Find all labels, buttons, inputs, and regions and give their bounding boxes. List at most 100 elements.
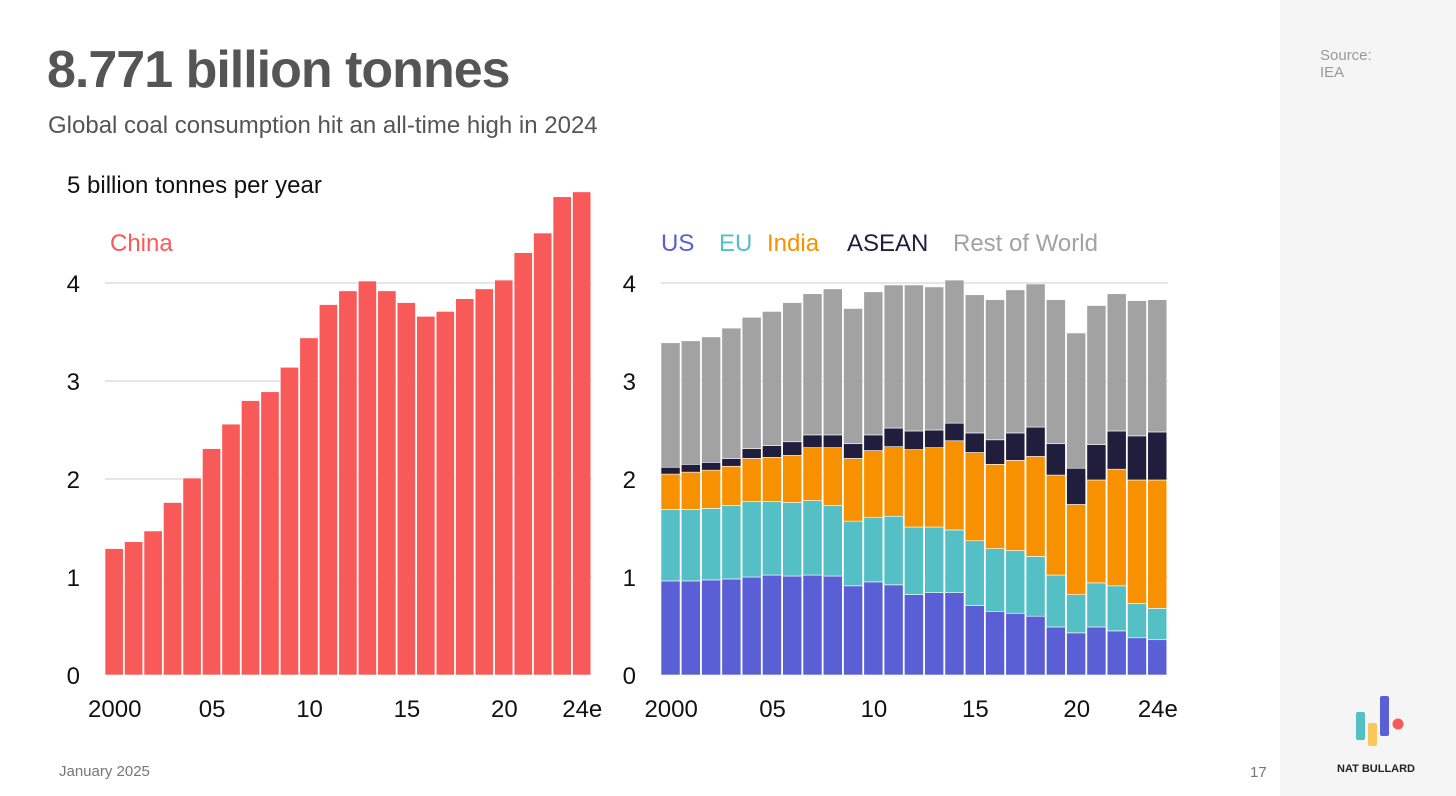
- bar-china-2016: [416, 316, 436, 676]
- bar-us-2003: [721, 578, 742, 676]
- bar-asean-2013: [924, 429, 945, 448]
- bar-us-2000: [660, 580, 681, 676]
- bar-rest-of-world-2016: [985, 299, 1005, 441]
- bar-asean-2007: [802, 434, 823, 448]
- bar-china-2023: [552, 196, 572, 676]
- x-tick-label: 2000: [88, 696, 141, 723]
- bar-rest-of-world-2011: [883, 284, 904, 429]
- bar-china-2000: [104, 548, 124, 676]
- legend-india: India: [767, 230, 820, 257]
- bar-asean-2011: [883, 427, 904, 447]
- bar-india-2023: [1127, 479, 1147, 604]
- bar-eu-2011: [883, 515, 904, 586]
- bar-asean-2010: [863, 434, 884, 451]
- bar-us-2004: [741, 576, 762, 676]
- bar-eu-2013: [924, 526, 945, 593]
- bar-us-2007: [802, 574, 823, 676]
- bar-us-2022: [1106, 630, 1127, 676]
- bar-india-2010: [863, 450, 884, 518]
- bar-india-2000: [660, 473, 681, 510]
- bar-india-2006: [782, 455, 803, 503]
- bar-asean-2017: [1005, 432, 1026, 461]
- bar-rest-of-world-2007: [802, 293, 823, 436]
- bar-china-2021: [513, 252, 533, 676]
- bar-rest-of-world-2024: [1147, 299, 1168, 433]
- bar-eu-2009: [843, 520, 863, 587]
- bar-india-2002: [701, 469, 721, 509]
- bar-asean-2009: [843, 443, 863, 459]
- bar-china-2024: [572, 191, 592, 676]
- bar-china-2006: [221, 423, 241, 676]
- legend-china: China: [110, 230, 173, 257]
- x-tick-label: 2000: [644, 696, 697, 723]
- y-tick-label: 1: [623, 565, 636, 592]
- bar-rest-of-world-2010: [863, 291, 884, 436]
- bar-asean-2001: [680, 463, 701, 473]
- bar-us-2013: [924, 592, 945, 676]
- bar-us-2006: [782, 575, 803, 676]
- bar-china-2002: [143, 530, 163, 676]
- bar-india-2024: [1147, 479, 1168, 609]
- bar-us-2002: [701, 579, 721, 676]
- bar-eu-2017: [1005, 550, 1026, 614]
- x-tick-label: 15: [394, 696, 421, 723]
- bar-eu-2008: [822, 505, 843, 577]
- bar-china-2014: [377, 290, 397, 676]
- bar-india-2007: [802, 447, 823, 501]
- bar-rest-of-world-2022: [1106, 293, 1127, 432]
- bar-asean-2022: [1106, 430, 1127, 470]
- bar-asean-2005: [762, 445, 782, 458]
- bar-eu-2006: [782, 502, 803, 577]
- bar-eu-2004: [741, 501, 762, 578]
- bar-china-2010: [299, 337, 319, 676]
- x-tick-label: 20: [491, 696, 518, 723]
- bar-china-2004: [182, 477, 202, 676]
- bar-china-2011: [318, 304, 338, 676]
- y-axis-title: 5 billion tonnes per year: [67, 172, 322, 199]
- page-number: 17: [1250, 764, 1267, 781]
- bar-asean-2003: [721, 458, 742, 467]
- bar-eu-2010: [863, 516, 884, 583]
- y-tick-label: 0: [67, 663, 80, 690]
- bar-asean-2018: [1025, 426, 1046, 457]
- bar-asean-2004: [741, 448, 762, 459]
- bar-eu-2019: [1046, 574, 1066, 628]
- bar-rest-of-world-2023: [1127, 300, 1147, 437]
- y-tick-label: 3: [67, 369, 80, 396]
- bar-us-2024: [1147, 639, 1168, 676]
- bar-us-2014: [944, 592, 965, 676]
- bar-asean-2012: [904, 430, 924, 450]
- bar-rest-of-world-2012: [904, 284, 924, 432]
- bar-rest-of-world-2003: [721, 327, 742, 459]
- bar-india-2004: [741, 458, 762, 502]
- bar-india-2019: [1046, 474, 1066, 576]
- bar-india-2003: [721, 465, 742, 506]
- bar-rest-of-world-2015: [964, 294, 985, 434]
- bar-india-2014: [944, 440, 965, 531]
- y-tick-label: 0: [623, 663, 636, 690]
- bar-us-2019: [1046, 626, 1066, 676]
- bar-india-2009: [843, 458, 863, 522]
- bar-eu-2016: [985, 548, 1005, 612]
- y-tick-label: 3: [623, 369, 636, 396]
- x-tick-label: 05: [759, 696, 786, 723]
- bar-india-2021: [1086, 479, 1107, 584]
- bar-asean-2008: [822, 434, 843, 448]
- bar-eu-2023: [1127, 603, 1147, 639]
- legend-asean: ASEAN: [847, 230, 928, 257]
- bar-eu-2020: [1066, 594, 1086, 634]
- bar-us-2008: [822, 575, 843, 676]
- y-tick-label: 4: [623, 271, 636, 298]
- x-tick-label: 24e: [1138, 696, 1178, 723]
- bar-india-2001: [680, 471, 701, 510]
- bar-us-2017: [1005, 612, 1026, 676]
- bar-us-2023: [1127, 637, 1147, 676]
- y-tick-label: 2: [67, 467, 80, 494]
- bar-india-2012: [904, 449, 924, 528]
- bar-india-2013: [924, 447, 945, 528]
- bar-us-2015: [964, 605, 985, 676]
- y-tick-label: 4: [67, 271, 80, 298]
- bar-china-2001: [124, 541, 144, 676]
- bar-eu-2014: [944, 529, 965, 593]
